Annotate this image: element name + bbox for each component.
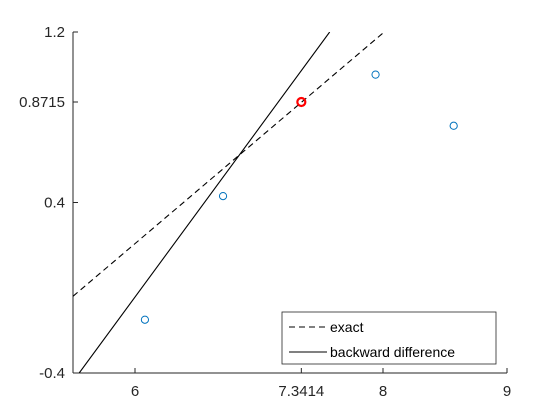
- legend: exact backward difference: [281, 311, 497, 365]
- x-tick-label: 7.3414: [278, 383, 324, 400]
- x-tick-label: 8: [379, 383, 387, 400]
- legend-label: backward difference: [330, 344, 455, 360]
- highlight-point: [296, 96, 307, 108]
- legend-box: [281, 311, 497, 365]
- legend-label: exact: [330, 319, 364, 335]
- x-tick-label: 6: [131, 383, 139, 400]
- y-tick-label: 0.4: [44, 195, 65, 212]
- data-point: [371, 70, 380, 79]
- data-point: [140, 315, 150, 324]
- axes: 6 7.3414 8 9 -0.4 0.4 0.8715 1.2: [19, 24, 511, 400]
- exact-line: [73, 32, 385, 297]
- y-tick-label: -0.4: [39, 365, 65, 382]
- backward-difference-line: [78, 32, 331, 373]
- x-tick-label: 9: [503, 383, 511, 400]
- y-tick-label: 0.8715: [19, 94, 65, 111]
- y-tick-label: 1.2: [44, 24, 65, 41]
- data-point: [449, 121, 458, 130]
- data-point: [218, 192, 228, 201]
- plot-series: [73, 32, 458, 373]
